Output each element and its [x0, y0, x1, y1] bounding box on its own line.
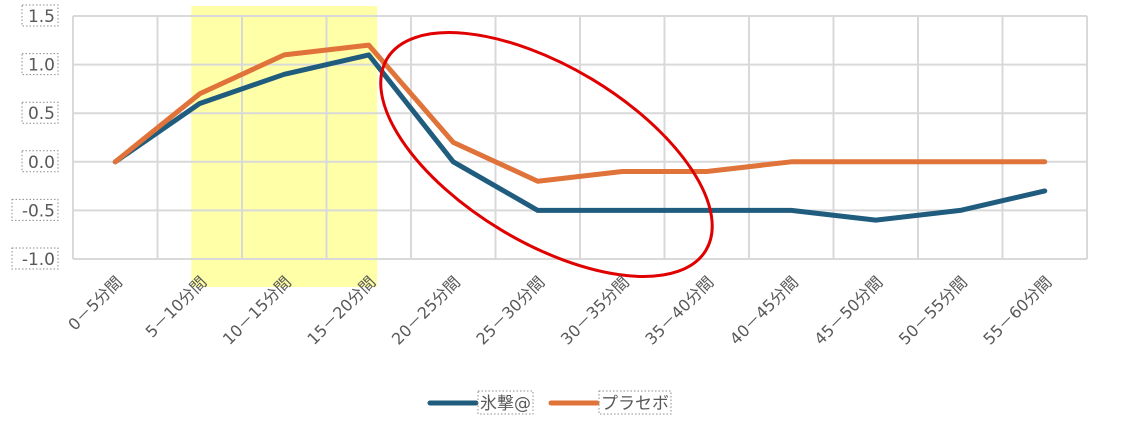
- y-tick-label: 1.0: [28, 56, 55, 76]
- gridlines: [72, 15, 1088, 260]
- y-tick-label: -0.5: [22, 201, 55, 221]
- y-tick-label: 0.5: [28, 104, 55, 124]
- y-tick-box: [21, 53, 59, 76]
- annotation-layer: [379, 31, 714, 278]
- legend-label-1: プラセボ: [601, 394, 669, 414]
- y-tick-box: [21, 150, 59, 173]
- y-tick-box: [11, 198, 59, 221]
- series-line-0: [112, 52, 1048, 223]
- y-tick-box: [21, 101, 59, 124]
- series-line-1: [112, 42, 1048, 184]
- legend: 氷撃@ プラセボ: [427, 390, 672, 415]
- y-tick-label: -1.0: [22, 250, 55, 270]
- y-tick-box: [21, 4, 59, 27]
- y-axis-tick-labels: 1.5 1.0 0.5 0.0 -0.5 -1.0: [11, 4, 59, 270]
- y-tick-label: 0.0: [28, 153, 55, 173]
- legend-label-box: [598, 390, 672, 415]
- legend-label-box: [477, 390, 534, 415]
- series-lines: [112, 42, 1048, 223]
- annotation-ellipse: [379, 31, 714, 278]
- legend-label-0: 氷撃@: [480, 394, 531, 414]
- y-tick-label: 1.5: [28, 7, 55, 27]
- y-tick-box: [11, 247, 59, 270]
